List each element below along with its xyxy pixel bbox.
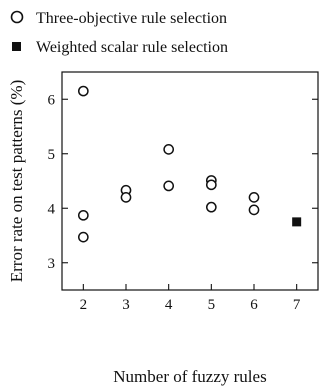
data-point-weighted-scalar <box>292 217 302 227</box>
data-point-three-objective <box>77 231 89 243</box>
legend: Three-objective rule selection Weighted … <box>10 10 228 56</box>
legend-label-weighted-scalar: Weighted scalar rule selection <box>36 39 228 56</box>
y-axis-label: Error rate on test patterns (%) <box>7 80 26 283</box>
data-point-three-objective <box>163 144 175 155</box>
legend-marker-three-objective <box>10 10 24 24</box>
data-point-three-objective <box>163 180 175 192</box>
x-tick-label: 4 <box>165 297 173 313</box>
legend-label-three-objective: Three-objective rule selection <box>36 10 227 27</box>
plot-frame <box>61 71 319 291</box>
data-point-three-objective <box>205 201 217 213</box>
data-point-three-objective <box>205 179 217 191</box>
y-tick-label: 4 <box>48 201 56 217</box>
x-tick-label: 6 <box>250 297 258 313</box>
y-axis: 3 4 5 6 <box>48 92 318 272</box>
data-point-three-objective <box>248 192 260 203</box>
x-tick-label: 7 <box>293 297 301 313</box>
x-axis: 2 3 4 5 6 7 <box>80 284 301 313</box>
data-point-three-objective <box>77 85 89 97</box>
data-point-three-objective <box>77 209 89 221</box>
y-tick-label: 3 <box>48 256 56 272</box>
y-tick-label: 6 <box>48 92 56 108</box>
legend-marker-weighted-scalar <box>12 42 21 51</box>
x-tick-label: 5 <box>208 297 216 313</box>
x-tick-label: 2 <box>80 297 88 313</box>
x-axis-label: Number of fuzzy rules <box>113 367 266 386</box>
x-tick-label: 3 <box>122 297 130 313</box>
data-point-three-objective <box>120 192 132 203</box>
data-point-three-objective <box>248 204 260 216</box>
y-tick-label: 5 <box>48 147 56 163</box>
data-points <box>77 85 302 243</box>
